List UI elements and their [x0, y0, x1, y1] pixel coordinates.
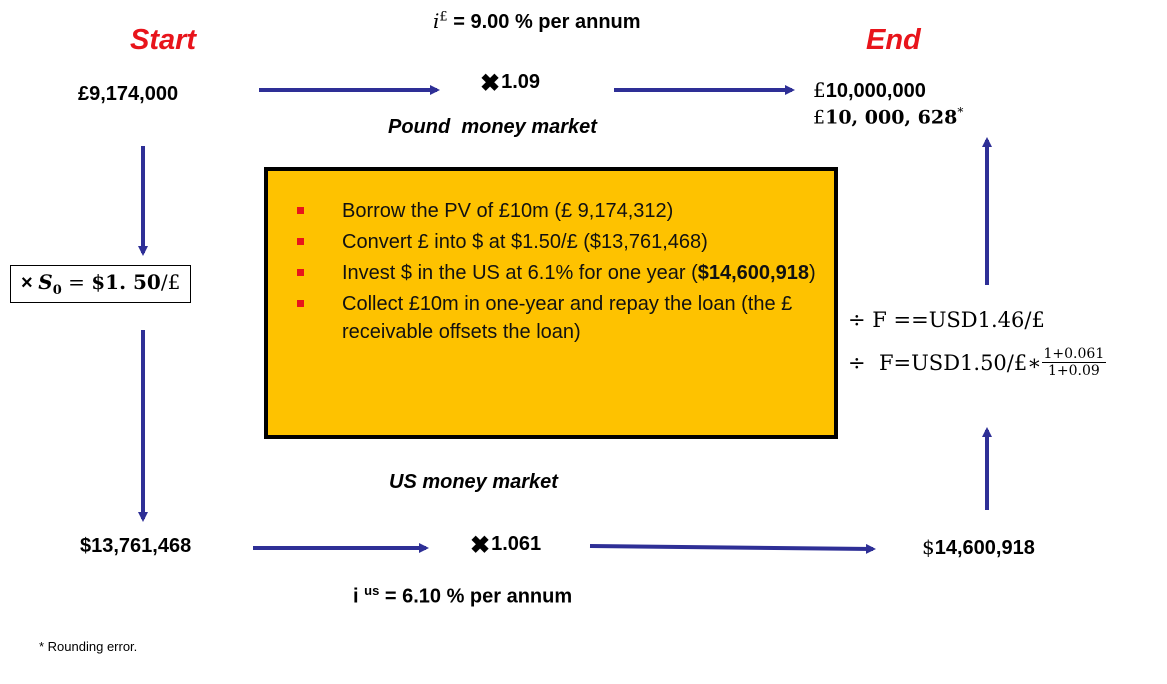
start-usd-amount: $13,761,468	[80, 535, 192, 557]
forward-rate-formula: ÷ F=USD1.50/£∗	[848, 350, 1042, 375]
end-usd-amount: $14,600,918	[922, 535, 1035, 560]
bullet-icon	[297, 207, 304, 214]
us-interest-rate: i us = 6.10 % per annum	[353, 583, 572, 609]
spot-subscript: 0	[52, 283, 62, 298]
footnote: * Rounding error.	[39, 639, 138, 654]
multiply-icon: ✖	[470, 532, 491, 559]
step-text: Collect £10m in one-year and repay the l…	[342, 293, 793, 343]
arrow-usd-end	[589, 543, 876, 554]
step-text: Convert £ into $ at $1.50/£ ($13,761,468…	[342, 231, 708, 253]
us-rate-text: = 6.10 % per annum	[379, 585, 573, 608]
end-usd-value: 14,600,918	[934, 537, 1035, 559]
spot-rate-box: × S0 = $1. 50/£	[10, 265, 192, 303]
pound-rate-text: = 9.00 % per annum	[447, 11, 641, 33]
end-gbp-prefix: £	[813, 78, 826, 102]
bullet-icon	[297, 300, 304, 307]
pound-market-label: Pound money market	[388, 116, 597, 138]
spot-prefix: ×	[21, 272, 39, 294]
bullet-icon	[297, 269, 304, 276]
pound-rate-superscript: £	[439, 9, 448, 25]
us-rate-superscript: us	[364, 583, 380, 598]
fraction-denominator: 1+0.09	[1047, 363, 1100, 379]
us-market-label: US money market	[389, 471, 558, 493]
step-text: Invest $ in the US at 6.1% for one year …	[342, 262, 698, 284]
spot-symbol: S	[38, 270, 53, 294]
start-gbp-amount: £9,174,000	[78, 83, 179, 105]
spot-rate: $1. 50	[91, 270, 161, 294]
fraction-numerator: 1+0.061	[1041, 346, 1107, 363]
start-label: Start	[130, 24, 197, 56]
pound-interest-rate: i£ = 9.00 % per annum	[433, 9, 641, 34]
us-rate-symbol: i	[353, 585, 365, 608]
pound-multiplier: ✖1.09	[480, 69, 540, 98]
end-gbp-alt-mark: *	[957, 105, 964, 119]
end-gbp-computed: £10, 000, 628*	[813, 105, 963, 128]
steps-list: Borrow the PV of £10m (£ 9,174,312) Conv…	[268, 171, 834, 346]
forward-rate-line-2: ÷ F=USD1.50/£∗ 1+0.061 1+0.09	[848, 346, 1107, 379]
spot-equals: =	[61, 270, 92, 294]
spot-unit: /£	[160, 270, 181, 294]
us-multiplier: ✖1.061	[470, 531, 541, 560]
bullet-icon	[297, 238, 304, 245]
end-gbp-amount: £10,000,000	[813, 78, 926, 103]
end-label: End	[866, 24, 921, 56]
end-gbp-alt-prefix: £	[813, 106, 826, 129]
step-item: Invest $ in the US at 6.1% for one year …	[280, 259, 822, 287]
step-item: Convert £ into $ at $1.50/£ ($13,761,468…	[280, 228, 822, 256]
forward-rate-line-1: ÷ F ==USD1.46/£	[848, 308, 1045, 332]
end-gbp-value: 10,000,000	[825, 80, 926, 102]
step-text-bold: $14,600,918	[697, 262, 809, 284]
end-usd-prefix: $	[922, 535, 935, 559]
pound-rate-symbol: i	[433, 9, 440, 33]
pound-multiplier-value: 1.09	[501, 71, 541, 93]
end-gbp-alt-value: 10, 000, 628	[825, 106, 958, 129]
forward-fraction: 1+0.061 1+0.09	[1041, 346, 1107, 379]
step-text-end: )	[808, 262, 816, 284]
step-item: Borrow the PV of £10m (£ 9,174,312)	[280, 197, 822, 225]
step-text: Borrow the PV of £10m (£ 9,174,312)	[342, 200, 674, 222]
step-item: Collect £10m in one-year and repay the l…	[280, 290, 822, 346]
us-multiplier-value: 1.061	[491, 533, 542, 555]
multiply-icon: ✖	[480, 70, 501, 97]
steps-box: Borrow the PV of £10m (£ 9,174,312) Conv…	[264, 167, 838, 439]
